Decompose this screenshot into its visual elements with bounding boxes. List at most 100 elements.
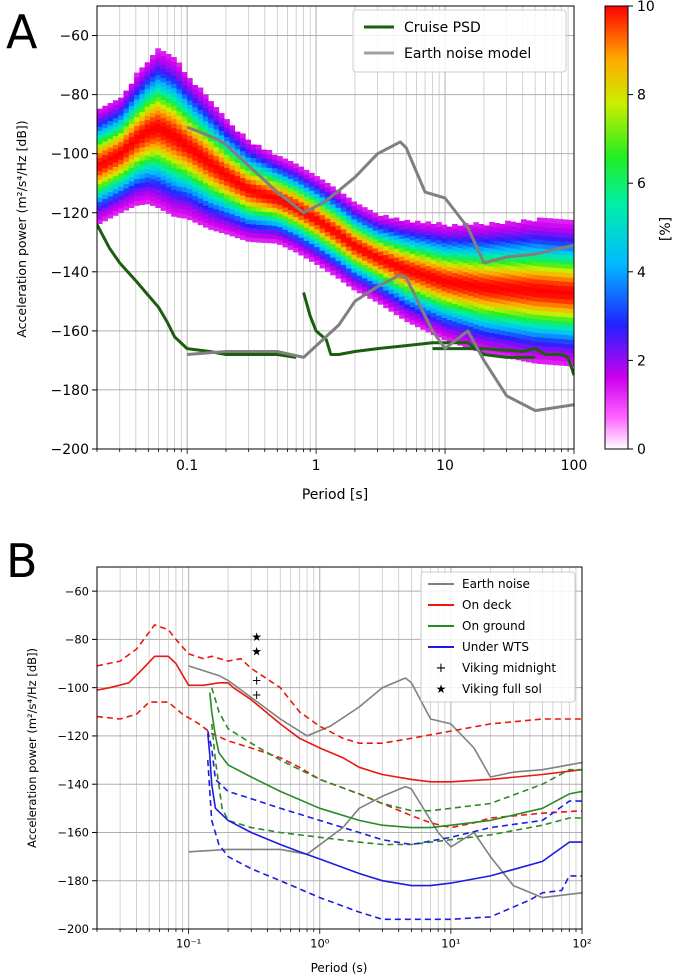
heatmap-cell [203,169,209,175]
heatmap-cell [150,55,156,60]
heatmap-cell [568,281,574,287]
heatmap-cell [245,179,251,185]
legend-b-on-ground-label: On ground [462,619,525,633]
heatmap-cell [351,276,357,282]
heatmap-cell [563,339,569,344]
heatmap-cell [536,354,543,360]
heatmap-cell [155,70,161,76]
heatmap-cell [213,107,220,112]
heatmap-cell [536,319,543,325]
heatmap-cell [446,332,453,338]
heatmap-cell [165,195,172,201]
heatmap-cell [123,192,130,198]
heatmap-cell [483,274,490,279]
heatmap-cell [240,199,246,205]
heatmap-cell [171,119,177,124]
heatmap-cell [531,341,538,346]
heatmap-cell [187,180,193,185]
heatmap-cell [420,280,426,286]
heatmap-cell [324,205,331,210]
heatmap-cell [192,93,198,99]
heatmap-cell [181,111,188,117]
heatmap-cell [197,109,204,115]
heatmap-cell [489,319,495,325]
heatmap-cell [128,181,135,186]
heatmap-cell [473,332,479,338]
heatmap-cell [293,230,299,235]
heatmap-cell [208,154,214,159]
heatmap-cell [521,352,527,357]
heatmap-cell [102,132,108,138]
heatmap-cell [282,194,289,199]
heatmap-cell [536,359,543,364]
heatmap-cell [468,304,474,310]
heatmap-cell [430,250,437,256]
heatmap-cell [362,282,368,288]
heatmap-cell [452,250,458,256]
heatmap-cell [505,313,511,319]
heatmap-cell [171,61,177,67]
colorbar-tick-label: 4 [637,265,646,281]
heatmap-cell [547,267,554,272]
heatmap-cell [192,213,198,219]
heatmap-cell [563,286,569,291]
heatmap-cell [139,182,145,188]
heatmap-cell [128,163,135,169]
heatmap-cell [489,332,495,338]
heatmap-cell [240,168,246,174]
heatmap-cell [176,190,183,196]
heatmap-cell [399,314,405,319]
heatmap-cell [404,233,410,238]
heatmap-cell [436,253,442,258]
heatmap-cell [118,146,124,151]
heatmap-cell [547,271,554,277]
heatmap-cell [468,295,474,301]
heatmap-cell [266,149,273,155]
heatmap-cell [436,328,442,334]
heatmap-cell [176,97,183,103]
heatmap-cell [372,248,379,253]
heatmap-cell [393,301,400,307]
heatmap-cell [250,184,257,190]
heatmap-cell [367,294,373,299]
heatmap-cell [287,165,294,171]
chart-b-frame [96,566,583,930]
heatmap-cell [462,258,469,264]
heatmap-cell [187,131,193,136]
heatmap-cell [134,192,140,197]
heatmap-cell [558,232,564,238]
heatmap-cell [388,227,395,232]
heatmap-cell [144,159,151,165]
heatmap-cell [97,219,103,224]
heatmap-cell [542,222,548,227]
heatmap-cell [165,169,172,174]
heatmap-cell [531,296,538,302]
heatmap-cell [356,288,363,294]
heatmap-cell [510,319,516,324]
heatmap-cell [468,242,474,248]
heatmap-cell [218,210,225,216]
heatmap-cell [150,94,156,100]
heatmap-cell [271,163,278,169]
heatmap-cell [165,54,172,59]
heatmap-cell [372,288,379,293]
heatmap-cell [261,229,267,234]
heatmap-cell [197,91,204,97]
heatmap-cell [568,317,574,323]
heatmap-cell [324,267,331,272]
heatmap-cell [547,346,554,352]
heatmap-cell [234,180,241,185]
heatmap-cell [155,154,161,160]
heatmap-cell [197,149,204,155]
heatmap-cell [457,332,463,337]
heatmap-cell [515,329,522,334]
heatmap-cell [547,333,554,339]
heatmap-cell [383,241,389,247]
heatmap-cell [531,332,538,337]
heatmap-cell [245,157,251,162]
heatmap-cell [393,283,400,289]
heatmap-cell [192,200,198,205]
heatmap-cell [425,310,432,315]
chart-b-ytick-label: −120 [57,729,89,743]
heatmap-cell [139,107,145,112]
